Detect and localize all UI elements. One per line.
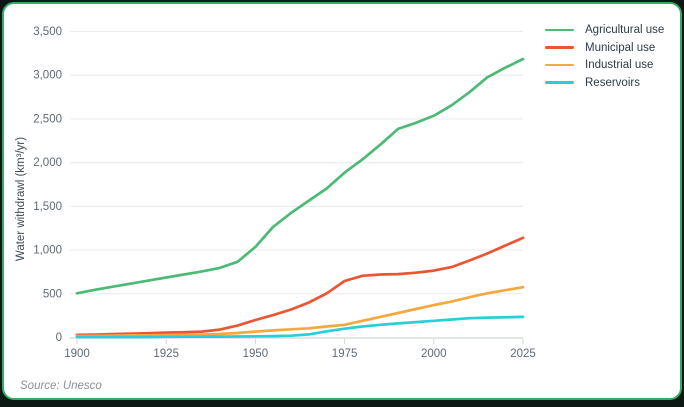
y-tick-label: 3,500 — [33, 26, 62, 38]
series-line-agricultural-use — [75, 57, 525, 295]
legend-label: Municipal use — [585, 41, 656, 54]
series-line-industrial-use — [75, 285, 525, 338]
legend-item: Industrial use — [545, 59, 664, 71]
series-line-reservoirs — [75, 315, 525, 339]
legend-item: Agricultural use — [545, 24, 664, 36]
legend-item: Municipal use — [545, 42, 664, 54]
y-axis-title: Water withdrawl (km³/yr) — [15, 136, 27, 262]
x-tick-label: 1950 — [243, 348, 269, 360]
legend-label: Reservoirs — [585, 76, 640, 89]
legend-swatch — [545, 81, 574, 84]
x-tick-label: 2025 — [510, 348, 536, 360]
source-note: Source: Unesco — [20, 380, 102, 392]
x-tick-label: 1900 — [64, 348, 90, 360]
y-tick-label: 2,500 — [33, 113, 62, 125]
y-tick-label: 1,500 — [33, 201, 62, 213]
legend-swatch — [545, 28, 574, 32]
x-tick-label: 2000 — [421, 348, 447, 360]
series-line-municipal-use — [75, 236, 525, 337]
legend-label: Agricultural use — [585, 24, 665, 36]
y-tick-label: 3,000 — [33, 70, 62, 82]
x-tick-label: 1975 — [332, 348, 358, 360]
y-tick-label: 500 — [43, 288, 62, 300]
legend-swatch — [545, 46, 574, 49]
y-tick-label: 1,000 — [33, 245, 62, 257]
x-tick-label: 1925 — [153, 348, 179, 360]
y-tick-label: 2,000 — [33, 157, 62, 169]
legend: Agricultural use Municipal use Industrial … — [545, 24, 664, 89]
legend-swatch — [545, 63, 574, 67]
y-tick-label: 0 — [56, 332, 62, 344]
legend-label: Industrial use — [585, 59, 654, 71]
legend-item: Reservoirs — [545, 77, 664, 89]
